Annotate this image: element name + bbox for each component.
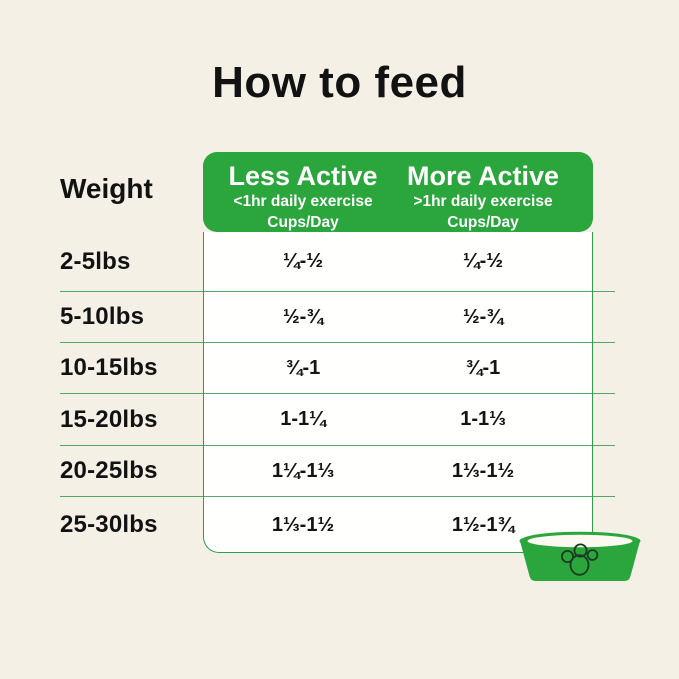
more-active-cell: ¼-½	[462, 250, 504, 272]
table-row: 2-5lbs ¼-½ ¼-½	[60, 232, 615, 292]
weight-column-header: Weight	[60, 173, 153, 204]
more-active-unit: Cups/Day	[447, 213, 519, 231]
less-active-cell: 1⅓-1½	[271, 513, 335, 536]
weight-cell: 2-5lbs	[60, 247, 131, 275]
table-row: 5-10lbs ½-¾ ½-¾	[60, 292, 615, 343]
less-active-cell: ¾-1	[285, 356, 321, 379]
table-row: 20-25lbs 1¼-1⅓ 1⅓-1½	[60, 446, 615, 497]
column-header-more-active: More Active >1hr daily exercise Cups/Day	[403, 161, 563, 232]
more-active-cell: ½-¾	[462, 305, 504, 328]
weight-cell: 10-15lbs	[60, 354, 158, 381]
weight-cell: 15-20lbs	[60, 405, 158, 433]
dog-bowl-paw-icon	[519, 531, 641, 581]
weight-cell: 20-25lbs	[60, 457, 158, 484]
table-row: 25-30lbs 1⅓-1½ 1½-1¾	[60, 497, 615, 553]
more-active-cell: 1⅓-1½	[451, 459, 515, 482]
table-row: 10-15lbs ¾-1 ¾-1	[60, 343, 615, 394]
table-row: 15-20lbs 1-1¼ 1-1⅓	[60, 394, 615, 446]
page-title: How to feed	[212, 58, 467, 107]
more-active-cell: ¾-1	[465, 356, 501, 379]
less-active-cell: 1-1¼	[280, 408, 326, 430]
feeding-table: 2-5lbs ¼-½ ¼-½ 5-10lbs ½-¾ ½-¾ 10-15lbs …	[60, 232, 615, 553]
more-active-title: More Active	[406, 161, 560, 191]
weight-cell: 5-10lbs	[60, 303, 145, 330]
less-active-cell: ½-¾	[282, 305, 324, 328]
weight-cell: 25-30lbs	[60, 511, 158, 538]
paw-print-icon	[561, 543, 599, 576]
more-active-subtitle: >1hr daily exercise	[413, 193, 553, 211]
column-header-less-active: Less Active <1hr daily exercise Cups/Day	[203, 161, 403, 232]
less-active-cell: 1¼-1⅓	[271, 459, 335, 482]
less-active-subtitle: <1hr daily exercise	[233, 193, 373, 211]
more-active-cell: 1½-1¾	[451, 513, 515, 536]
more-active-cell: 1-1⅓	[460, 408, 506, 430]
less-active-title: Less Active	[228, 161, 378, 191]
less-active-cell: ¼-½	[282, 250, 324, 272]
table-header: Less Active <1hr daily exercise Cups/Day…	[203, 152, 593, 232]
table-body-panel	[203, 232, 593, 553]
less-active-unit: Cups/Day	[267, 213, 339, 231]
